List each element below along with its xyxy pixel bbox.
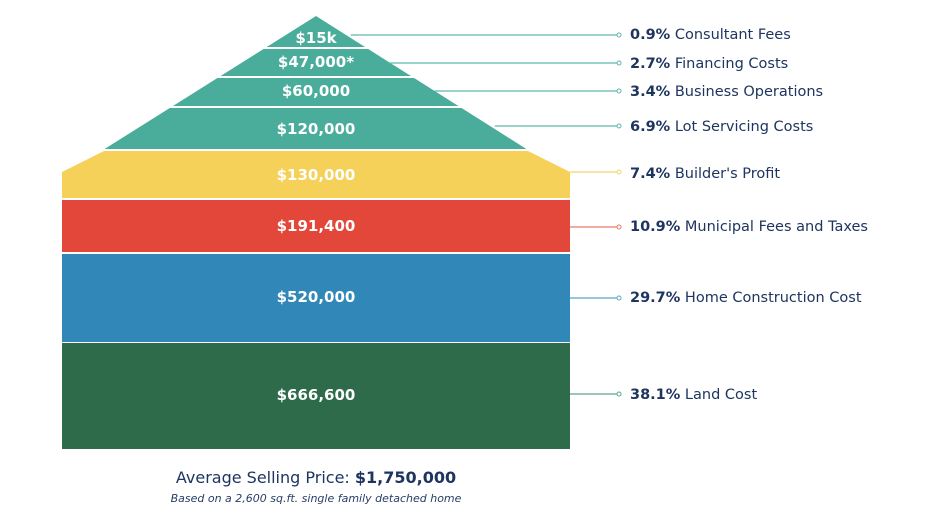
legend-name-municipal-fees-and-taxes: Municipal Fees and Taxes (680, 219, 868, 235)
value-label-builder-s-profit: $130,000 (277, 166, 356, 184)
leader-dot-land-cost (616, 391, 622, 397)
legend-name-financing-costs: Financing Costs (670, 56, 788, 72)
value-label-lot-servicing-costs: $120,000 (277, 120, 356, 138)
legend-lot-servicing-costs: 6.9% Lot Servicing Costs (630, 119, 813, 135)
legend-percent-consultant-fees: 0.9% (630, 27, 671, 43)
legend-name-home-construction-cost: Home Construction Cost (680, 290, 862, 306)
leader-dot-lot-servicing-costs (616, 123, 622, 129)
average-selling-price: Average Selling Price: $1,750,000 (62, 468, 570, 487)
legend-percent-business-operations: 3.4% (630, 84, 671, 100)
caption-label: Average Selling Price: (175, 468, 350, 487)
segment-builder-s-profit (62, 151, 570, 198)
legend-land-cost: 38.1% Land Cost (630, 387, 757, 403)
caption-value: $1,750,000 (354, 468, 457, 487)
leader-dot-builder-s-profit (616, 169, 622, 175)
leader-dot-municipal-fees-and-taxes (616, 224, 622, 230)
segment-lot-servicing-costs (104, 108, 527, 149)
value-label-consultant-fees: $15k (295, 29, 337, 47)
segment-land-cost (62, 343, 570, 449)
value-label-business-operations: $60,000 (282, 82, 350, 100)
legend-name-builder-s-profit: Builder's Profit (670, 166, 780, 182)
legend-percent-builder-s-profit: 7.4% (630, 166, 671, 182)
legend-builder-s-profit: 7.4% Builder's Profit (630, 166, 780, 182)
value-label-home-construction-cost: $520,000 (277, 288, 356, 306)
segment-consultant-fees (266, 16, 366, 47)
legend-percent-financing-costs: 2.7% (630, 56, 671, 72)
caption-note: Based on a 2,600 sq.ft. single family de… (170, 492, 462, 505)
value-label-land-cost: $666,600 (277, 386, 356, 404)
legend-financing-costs: 2.7% Financing Costs (630, 56, 788, 72)
segment-home-construction-cost (62, 254, 570, 342)
legend-percent-home-construction-cost: 29.7% (630, 290, 681, 306)
legend-percent-lot-servicing-costs: 6.9% (630, 119, 671, 135)
legend-name-business-operations: Business Operations (670, 84, 823, 100)
legend-business-operations: 3.4% Business Operations (630, 84, 823, 100)
value-label-financing-costs: $47,000* (278, 53, 354, 71)
leader-dot-financing-costs (616, 60, 622, 66)
legend-name-consultant-fees: Consultant Fees (670, 27, 791, 43)
legend-name-land-cost: Land Cost (680, 387, 757, 403)
legend-name-lot-servicing-costs: Lot Servicing Costs (670, 119, 813, 135)
legend-home-construction-cost: 29.7% Home Construction Cost (630, 290, 862, 306)
segment-municipal-fees-and-taxes (62, 200, 570, 252)
leader-dot-consultant-fees (616, 32, 622, 38)
legend-consultant-fees: 0.9% Consultant Fees (630, 27, 791, 43)
leader-dot-home-construction-cost (616, 295, 622, 301)
legend-percent-land-cost: 38.1% (630, 387, 681, 403)
legend-percent-municipal-fees-and-taxes: 10.9% (630, 219, 681, 235)
leader-dot-business-operations (616, 88, 622, 94)
legend-municipal-fees-and-taxes: 10.9% Municipal Fees and Taxes (630, 219, 868, 235)
value-label-municipal-fees-and-taxes: $191,400 (277, 217, 356, 235)
segment-business-operations (172, 78, 459, 106)
segment-financing-costs (220, 49, 411, 76)
